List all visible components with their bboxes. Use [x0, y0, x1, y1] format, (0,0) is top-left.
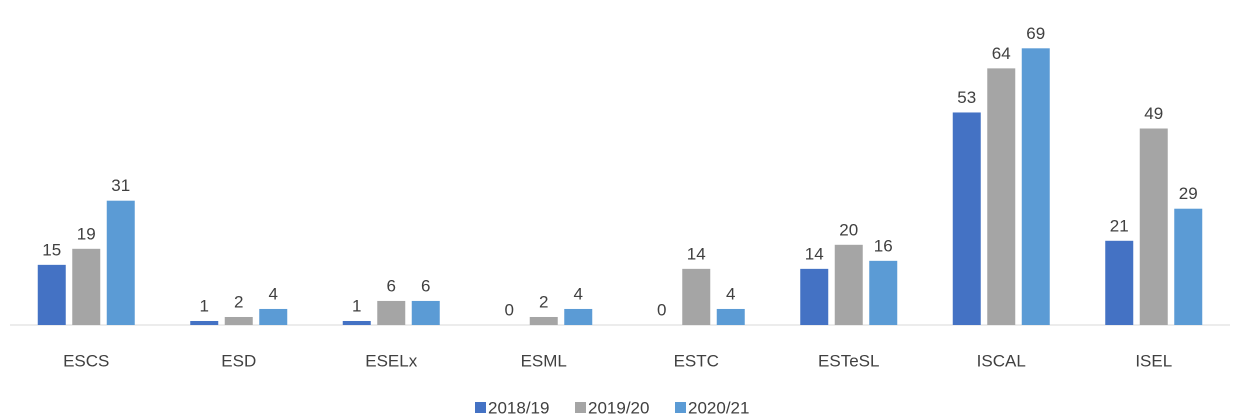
bar	[987, 68, 1016, 326]
bar	[800, 268, 829, 325]
data-label: 0	[657, 300, 666, 319]
data-label: 15	[42, 240, 61, 259]
bar	[834, 244, 863, 325]
data-label: 0	[505, 300, 514, 319]
bar	[716, 308, 745, 325]
bar	[529, 316, 558, 325]
data-label: 6	[421, 276, 430, 295]
data-label: 14	[687, 244, 706, 263]
data-label: 16	[874, 236, 893, 255]
x-tick-label: ESCS	[63, 351, 109, 370]
bar	[37, 264, 66, 325]
data-label: 2	[234, 292, 243, 311]
x-tick-label: ESTeSL	[818, 351, 879, 370]
legend-label: 2020/21	[688, 398, 749, 417]
bar	[1021, 48, 1050, 326]
bar	[411, 300, 440, 325]
x-tick-label: ESTC	[674, 351, 719, 370]
bar	[190, 320, 219, 325]
data-label: 21	[1110, 216, 1129, 235]
legend-swatch	[675, 402, 686, 413]
data-label: 4	[726, 284, 735, 303]
data-label: 69	[1026, 24, 1045, 43]
data-label: 20	[839, 220, 858, 239]
data-label: 6	[387, 276, 396, 295]
x-tick-label: ESELx	[365, 351, 417, 370]
bar	[377, 300, 406, 325]
data-label: 2	[539, 292, 548, 311]
bar	[952, 112, 981, 325]
data-label: 49	[1144, 104, 1163, 123]
x-tick-label: ESD	[221, 351, 256, 370]
data-label: 31	[111, 176, 130, 195]
data-label: 14	[805, 244, 824, 263]
bar	[224, 316, 253, 325]
data-label: 19	[77, 224, 96, 243]
data-label: 4	[574, 284, 583, 303]
bar	[1105, 240, 1134, 325]
data-label: 1	[200, 296, 209, 315]
data-label: 64	[992, 44, 1011, 63]
data-label: 4	[269, 284, 278, 303]
x-tick-label: ISEL	[1135, 351, 1172, 370]
data-label: 29	[1179, 184, 1198, 203]
data-label: 53	[957, 88, 976, 107]
data-label: 1	[352, 296, 361, 315]
bar	[1174, 208, 1203, 325]
bar	[682, 268, 711, 325]
legend-label: 2019/20	[588, 398, 649, 417]
x-tick-label: ISCAL	[977, 351, 1026, 370]
bar	[564, 308, 593, 325]
bar	[259, 308, 288, 325]
x-tick-label: ESML	[521, 351, 567, 370]
legend-swatch	[475, 402, 486, 413]
bar	[342, 320, 371, 325]
bar	[1139, 128, 1168, 325]
bar	[106, 200, 135, 325]
legend-label: 2018/19	[488, 398, 549, 417]
bar	[72, 248, 101, 325]
legend-swatch	[575, 402, 586, 413]
bar	[869, 260, 898, 325]
